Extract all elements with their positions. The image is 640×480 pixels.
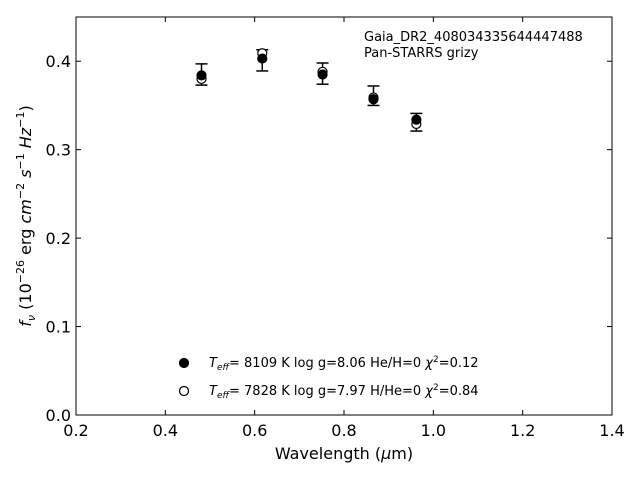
legend-label-filled: Teff= 8109 K log g=8.06 He/H=0 χ2=0.12 xyxy=(209,355,479,373)
point-filled xyxy=(411,114,422,125)
y-tick-label: 0.4 xyxy=(46,52,71,71)
annotation-line-2: Pan-STARRS grizy xyxy=(364,46,479,61)
annotation-line-1: Gaia_DR2_408034335644447488 xyxy=(364,30,583,45)
x-tick-label: 1.2 xyxy=(510,421,535,440)
x-tick-label: 0.4 xyxy=(153,421,178,440)
axis-ticks: 0.2 0.4 0.6 0.8 1.0 1.2 1.4 0.0 0.1 0.2 0.3 0.4 xyxy=(46,17,625,440)
x-tick-label: 0.8 xyxy=(331,421,356,440)
point-filled xyxy=(196,70,207,81)
data-points xyxy=(196,48,422,130)
y-tick-label: 0.2 xyxy=(46,229,71,248)
legend-label-open: Teff= 7828 K log g=7.97 H/He=0 χ2=0.84 xyxy=(209,383,479,401)
error-bars xyxy=(195,48,423,132)
point-filled xyxy=(368,94,379,105)
x-axis-label: Wavelength (μm) xyxy=(275,444,413,463)
legend-marker-filled xyxy=(178,357,190,369)
legend-marker-open xyxy=(178,385,190,397)
x-tick-label: 0.2 xyxy=(63,421,88,440)
x-tick-label: 0.6 xyxy=(242,421,267,440)
legend: Teff= 8109 K log g=8.06 He/H=0 χ2=0.12 T… xyxy=(178,355,479,401)
x-tick-label: 1.4 xyxy=(599,421,624,440)
y-axis-label: fν (10−26 erg cm−2 s−1 Hz−1) xyxy=(14,105,38,326)
y-tick-label: 0.1 xyxy=(46,318,71,337)
x-tick-label: 1.0 xyxy=(421,421,446,440)
y-tick-label: 0.3 xyxy=(46,141,71,160)
y-tick-label: 0.0 xyxy=(46,406,71,425)
point-filled xyxy=(317,69,328,80)
point-filled xyxy=(257,53,268,64)
